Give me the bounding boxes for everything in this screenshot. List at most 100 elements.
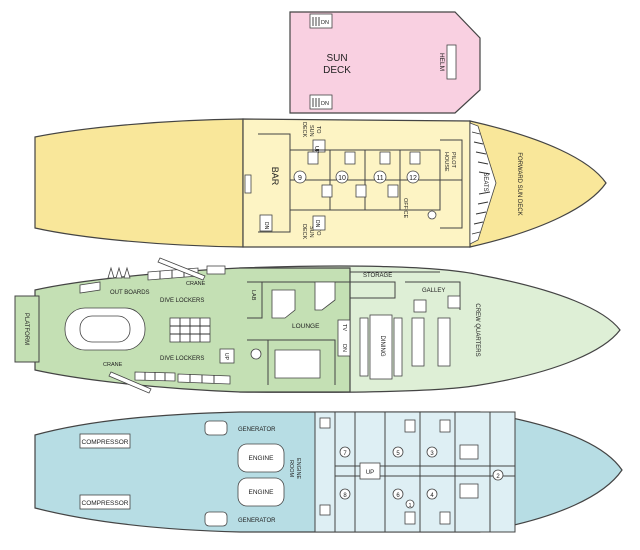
sun-deck-title-1: SUN	[326, 53, 347, 64]
lower-deck: PLATFORM OUT BOARDS CRANE DIVE LOCKERS D…	[14, 257, 621, 394]
crane-bottom-label: CRANE	[103, 362, 123, 368]
generator-bottom	[204, 511, 228, 527]
cabin-10: 10	[338, 175, 346, 182]
crew-bunk-2	[437, 317, 451, 367]
bed-b2	[459, 483, 479, 499]
toilet-b6	[439, 511, 451, 525]
cabin-5: 5	[396, 451, 400, 457]
sun-deck: DN DN SUN DECK HELM	[289, 11, 481, 114]
dn-right-label: DN	[314, 220, 320, 228]
galley-label: GALLEY	[422, 288, 445, 294]
seats-label: SEATS	[482, 172, 488, 191]
cabin-4: 4	[430, 493, 434, 499]
toilet-7	[387, 184, 399, 198]
crane-top-base	[206, 265, 226, 275]
engine-top	[237, 443, 285, 473]
to-sun-deck-bottom-3: DECK	[301, 224, 307, 240]
outboard-icon	[107, 266, 131, 279]
stair-up	[312, 139, 326, 153]
helm-label: HELM	[438, 53, 445, 71]
toilet-b2	[319, 504, 331, 516]
up-lower-label: UP	[223, 353, 229, 361]
stair-up-bottom	[359, 462, 381, 480]
cabin-11: 11	[376, 175, 383, 182]
pilot-house-1: PILOT	[450, 152, 456, 169]
stair-bottom	[309, 94, 333, 110]
dn-label-top: DN	[321, 20, 329, 26]
compressor-bottom-label: COMPRESSOR	[82, 500, 129, 507]
toilet-6	[355, 184, 367, 198]
cabin-3: 3	[430, 451, 434, 457]
cabin-8: 8	[343, 493, 347, 499]
crew-bunk-1	[411, 317, 425, 367]
to-sun-deck-bottom-2: SUN	[308, 226, 314, 238]
dn-lower-label: DN	[341, 344, 347, 352]
compressor-bottom	[79, 494, 131, 510]
lab-bench	[271, 289, 296, 319]
crane-top-arm	[157, 257, 206, 281]
stair-dn-right	[312, 215, 326, 231]
dining-bench-right	[393, 317, 403, 377]
lab-label: LAB	[250, 290, 256, 301]
sun-deck-title-2: DECK	[323, 65, 351, 76]
cabins-block	[314, 411, 516, 533]
toilet-5	[321, 184, 333, 198]
dive-lockers-bottom-label: DIVE LOCKERS	[160, 356, 204, 362]
office-label: OFFICE	[402, 198, 408, 218]
to-sun-deck-top-3: DECK	[301, 122, 307, 138]
bottom-deck: COMPRESSOR COMPRESSOR GENERATOR GENERATO…	[34, 411, 623, 533]
dive-lockers-top-label: DIVE LOCKERS	[160, 298, 204, 304]
compressor-top-label: COMPRESSOR	[82, 439, 129, 446]
dining-label: DINING	[379, 336, 385, 357]
helm-console	[446, 44, 457, 80]
platform	[14, 295, 40, 363]
cabin-7: 7	[343, 451, 347, 457]
pilot-house-2: HOUSE	[443, 152, 449, 172]
main-deck-interior	[242, 118, 471, 248]
dinghy-inner	[79, 315, 131, 343]
crew-quarters-label: CREW QUARTERS	[474, 303, 480, 356]
toilet-4	[409, 151, 421, 165]
toilet-2	[344, 151, 356, 165]
main-deck: SEATS FORWARD SUN DECK BAR TO SUN DECK U…	[34, 118, 607, 248]
cabin-1: 1	[408, 503, 411, 509]
toilet-b5	[404, 511, 416, 525]
forward-sun-deck-label: FORWARD SUN DECK	[516, 152, 522, 215]
tv-dn-stair	[337, 319, 351, 357]
dining-table	[369, 314, 393, 380]
to-sun-deck-bottom-1: TO	[315, 228, 321, 236]
dn-label-bottom: DN	[321, 101, 329, 107]
compressor-top	[79, 433, 131, 449]
main-deck-aft-outline	[34, 118, 244, 248]
lounge-label: LOUNGE	[292, 323, 320, 330]
lounge-sofa	[274, 349, 321, 379]
sun-deck-outline	[289, 11, 481, 114]
crane-bottom-arm	[108, 371, 152, 394]
platform-label: PLATFORM	[23, 313, 29, 345]
stair-up-lower	[219, 348, 235, 364]
main-deck-fwd-outline	[469, 120, 607, 248]
out-boards-label: OUT BOARDS	[110, 290, 150, 296]
cabin-12: 12	[409, 175, 417, 182]
engine-top-label: ENGINE	[249, 455, 275, 462]
bottom-lockers	[134, 371, 231, 385]
galley-counter	[413, 299, 427, 313]
galley-stove	[447, 295, 461, 309]
cabin-9: 9	[298, 175, 302, 182]
bar-label: BAR	[270, 167, 280, 186]
lower-stool	[250, 348, 262, 360]
cabin-2: 2	[496, 474, 500, 480]
toilet-b1	[319, 417, 331, 429]
stair-top	[309, 13, 333, 29]
to-sun-deck-top-1: TO	[315, 126, 321, 134]
engine-room-1: ENGINE	[295, 458, 301, 479]
crane-top-label: CRANE	[186, 281, 206, 287]
engine-bottom-label: ENGINE	[249, 489, 275, 496]
engine-bottom	[237, 477, 285, 507]
bar-stool-1	[244, 174, 252, 194]
up-bottom-label: UP	[366, 470, 374, 476]
office-chair	[427, 210, 437, 220]
generator-bottom-label: GENERATOR	[238, 518, 276, 524]
dn-left-label: DN	[263, 222, 269, 230]
